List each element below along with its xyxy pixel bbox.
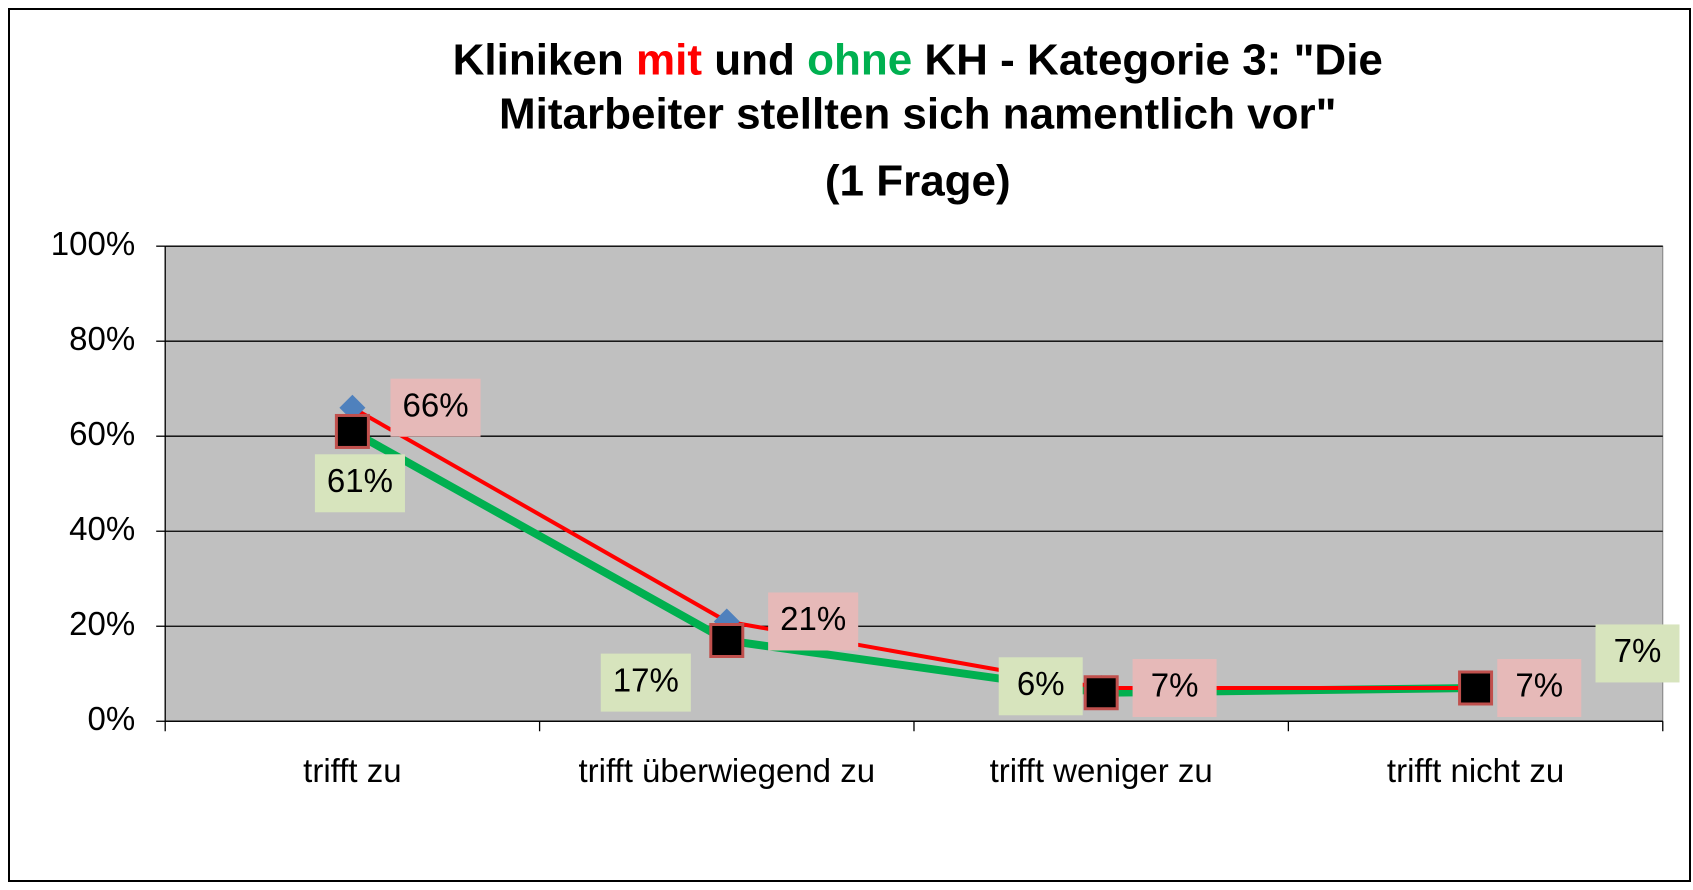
data-label: 7% xyxy=(1515,667,1563,704)
x-tick-label: trifft nicht zu xyxy=(1386,752,1565,790)
data-label: 61% xyxy=(327,462,393,499)
data-label-bg xyxy=(390,378,481,437)
x-tick-label: trifft zu xyxy=(303,752,402,790)
plot-area xyxy=(164,245,1664,722)
series-line xyxy=(351,405,1476,690)
data-label-bg xyxy=(1132,658,1217,717)
chart-title: (1 Frage) xyxy=(825,156,1011,205)
title-part: Kliniken xyxy=(453,35,636,84)
title-part: ohne xyxy=(807,35,912,84)
chart-title: Kliniken mit und ohne KH - Kategorie 3: … xyxy=(453,35,1383,84)
data-label-group: 7% xyxy=(1132,658,1217,717)
series-line xyxy=(350,427,1476,697)
marker xyxy=(709,622,745,658)
data-label-group: 7% xyxy=(1595,624,1680,683)
y-tick-label: 0% xyxy=(87,700,135,737)
x-tick-label: trifft weniger zu xyxy=(989,752,1213,790)
data-label-bg xyxy=(768,592,859,651)
data-label-bg xyxy=(998,657,1083,716)
y-tick-label: 40% xyxy=(69,510,135,547)
data-label-group: 17% xyxy=(600,653,691,712)
y-tick-label: 80% xyxy=(69,320,135,357)
title-part: Mitarbeiter stellten sich namentlich vor… xyxy=(499,89,1337,138)
data-label-bg xyxy=(1595,624,1680,683)
title-part: und xyxy=(702,35,807,84)
title-part: KH - Kategorie 3: "Die xyxy=(912,35,1383,84)
marker xyxy=(1458,670,1494,706)
y-tick-label: 100% xyxy=(51,225,135,262)
data-label-bg xyxy=(314,454,405,513)
data-label-group: 7% xyxy=(1497,658,1582,717)
y-tick-label: 20% xyxy=(69,605,135,642)
data-label: 21% xyxy=(780,600,846,637)
y-tick-label: 60% xyxy=(69,415,135,452)
data-label: 6% xyxy=(1017,665,1065,702)
data-label-bg xyxy=(1497,658,1582,717)
data-label-group: 61% xyxy=(314,454,405,513)
data-label-bg xyxy=(600,653,691,712)
x-tick-label: trifft überwiegend zu xyxy=(578,752,876,790)
data-label: 7% xyxy=(1614,632,1662,669)
data-label-group: 6% xyxy=(998,657,1083,716)
chart-title: Mitarbeiter stellten sich namentlich vor… xyxy=(499,89,1337,138)
data-label: 66% xyxy=(403,386,469,423)
marker xyxy=(1083,675,1119,711)
data-label: 17% xyxy=(613,661,679,698)
title-part: mit xyxy=(636,35,702,84)
marker xyxy=(334,413,370,449)
title-part: (1 Frage) xyxy=(825,156,1011,205)
data-label-group: 66% xyxy=(390,378,481,437)
data-label: 7% xyxy=(1151,667,1199,704)
data-label-group: 21% xyxy=(768,592,859,651)
